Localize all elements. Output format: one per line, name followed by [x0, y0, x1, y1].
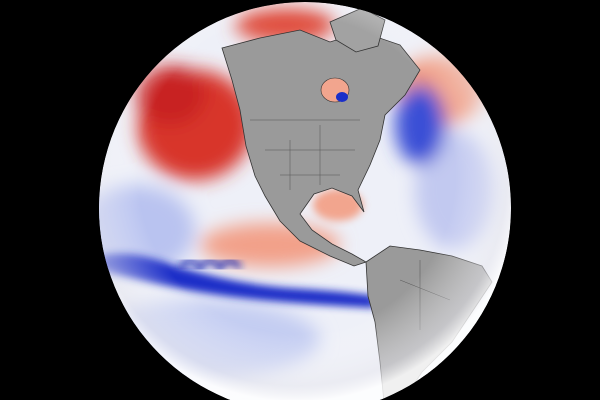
limb-glow — [99, 2, 511, 400]
globe — [99, 2, 511, 400]
